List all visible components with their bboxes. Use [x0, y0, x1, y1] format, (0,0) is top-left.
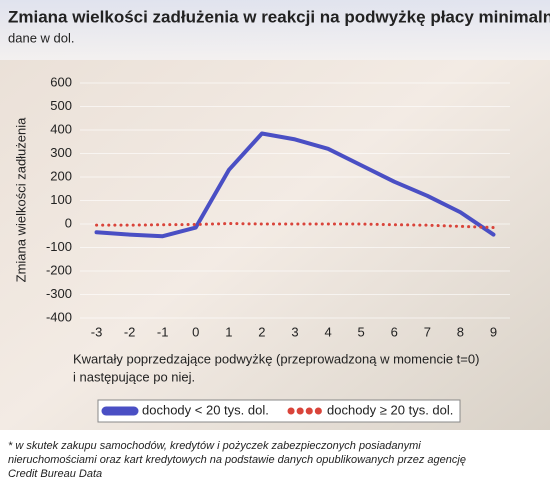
- chart-subtitle: dane w dol.: [8, 30, 75, 45]
- background: [0, 0, 550, 430]
- x-tick-label: 2: [258, 324, 265, 339]
- y-axis-label: Zmiana wielkości zadłużenia: [13, 117, 28, 283]
- series-line: [95, 222, 495, 230]
- legend-label: dochody < 20 tys. dol.: [142, 402, 269, 417]
- series-line: [94, 131, 496, 239]
- footer-bg: [0, 430, 550, 497]
- x-tick-label: 1: [225, 324, 232, 339]
- y-tick-label: -200: [46, 262, 72, 277]
- x-tick-label: -2: [124, 324, 136, 339]
- legend-label: dochody ≥ 20 tys. dol.: [327, 402, 453, 417]
- x-tick-label: 9: [490, 324, 497, 339]
- legend: [97, 399, 461, 423]
- x-tick-label: 3: [291, 324, 298, 339]
- header-bg: [0, 0, 550, 60]
- x-tick-label: -1: [157, 324, 169, 339]
- y-tick-label: -100: [46, 239, 72, 254]
- y-tick-label: 600: [50, 74, 72, 89]
- y-tick-label: 0: [65, 215, 72, 230]
- x-tick-label: 6: [391, 324, 398, 339]
- x-tick-label: 8: [457, 324, 464, 339]
- x-tick-label: 5: [358, 324, 365, 339]
- y-tick-label: -400: [46, 309, 72, 324]
- x-axis-label: Kwartały poprzedzające podwyżkę (przepro…: [73, 351, 479, 366]
- x-tick-label: 4: [324, 324, 331, 339]
- chart-title: Zmiana wielkości zadłużenia w reakcji na…: [8, 7, 550, 26]
- x-tick-label: 0: [192, 324, 199, 339]
- footnote: * w skutek zakupu samochodów, kredytów i…: [8, 440, 421, 452]
- footnote: nieruchomościami oraz kart kredytowych n…: [8, 454, 466, 466]
- y-tick-label: 200: [50, 168, 72, 183]
- y-tick-label: 300: [50, 145, 72, 160]
- y-tick-label: 100: [50, 192, 72, 207]
- x-axis-label: i następujące po niej.: [73, 369, 195, 384]
- x-tick-label: 7: [424, 324, 431, 339]
- y-tick-label: -300: [46, 286, 72, 301]
- y-tick-label: 500: [50, 98, 72, 113]
- footnote: Credit Bureau Data: [8, 468, 102, 480]
- x-tick-label: -3: [91, 324, 103, 339]
- y-tick-label: 400: [50, 121, 72, 136]
